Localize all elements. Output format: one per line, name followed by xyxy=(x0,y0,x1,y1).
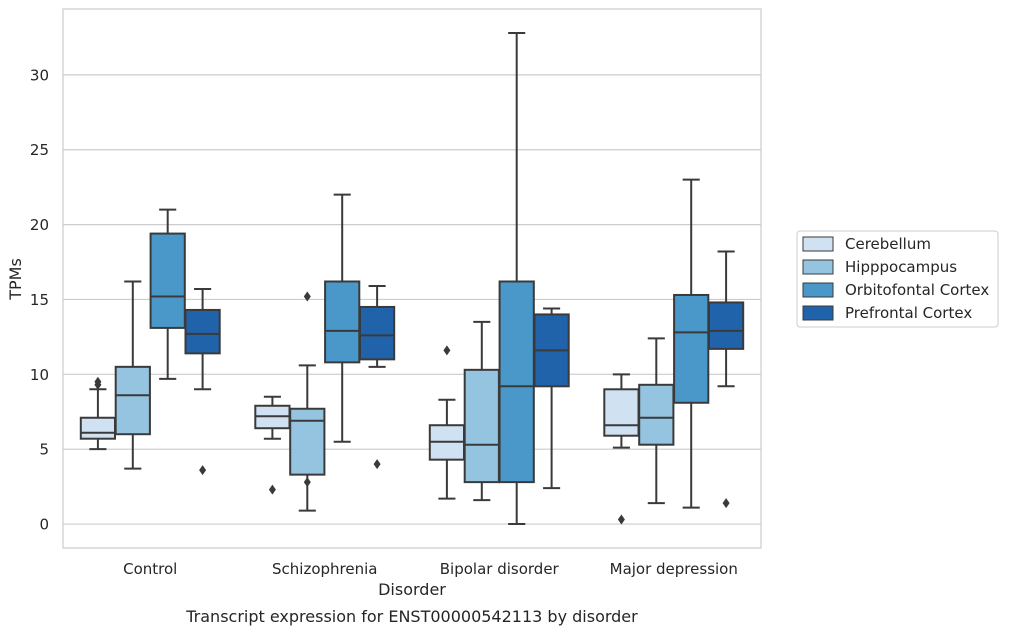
box-prefrontal-cortex xyxy=(358,284,396,470)
legend-swatch xyxy=(802,305,834,321)
y-tick-label: 30 xyxy=(30,66,49,84)
legend-swatch xyxy=(802,259,834,275)
box-body xyxy=(289,407,326,476)
x-axis-label: Disorder xyxy=(378,580,446,599)
box-body xyxy=(498,280,535,484)
box-body xyxy=(358,305,396,361)
box-orbitofontal-cortex xyxy=(673,178,710,509)
box-body xyxy=(603,388,640,437)
y-tick-label: 0 xyxy=(39,516,49,534)
legend-label: Orbitofontal Cortex xyxy=(845,281,989,299)
outlier-point xyxy=(373,459,381,470)
legend-label: Hipppocampus xyxy=(845,258,957,276)
y-tick-label: 5 xyxy=(39,441,49,459)
outlier-point xyxy=(94,376,102,387)
box-body xyxy=(114,365,151,436)
outlier-point xyxy=(303,291,311,302)
box-hipppocampus xyxy=(638,337,675,505)
x-tick-label: Control xyxy=(123,560,177,578)
box-body xyxy=(673,293,710,404)
outlier-point xyxy=(199,465,207,476)
box-body xyxy=(638,383,675,446)
legend-swatch xyxy=(802,236,834,252)
legend: Cerebellum Hipppocampus Orbitofontal Corte… xyxy=(796,230,999,328)
outlier-point xyxy=(268,484,276,495)
y-tick-label: 20 xyxy=(30,216,49,234)
box-body xyxy=(324,280,361,364)
outlier-point xyxy=(617,514,625,525)
y-axis-label: TPMs xyxy=(6,258,25,301)
box-cerebellum xyxy=(603,373,640,525)
box-prefrontal-cortex xyxy=(184,287,221,476)
y-tick-label: 10 xyxy=(30,366,49,384)
y-tick-label: 25 xyxy=(30,141,49,159)
legend-swatch xyxy=(802,282,834,298)
outlier-point xyxy=(722,498,730,509)
box-cerebellum xyxy=(428,345,466,500)
box-body xyxy=(184,308,221,355)
box-body xyxy=(463,368,500,484)
x-tick-labels: Control Schizophrenia Bipolar disorder Majo… xyxy=(123,560,738,578)
x-tick-label: Schizophrenia xyxy=(272,560,377,578)
boxes xyxy=(79,31,745,526)
box-body xyxy=(149,232,186,329)
y-tick-label: 15 xyxy=(30,291,49,309)
box-orbitofontal-cortex xyxy=(149,208,186,380)
gridlines xyxy=(63,74,761,525)
box-prefrontal-cortex xyxy=(533,307,570,490)
legend-frame xyxy=(796,230,999,328)
box-body xyxy=(79,416,117,440)
box-prefrontal-cortex xyxy=(707,250,745,509)
outlier-point xyxy=(443,345,451,356)
box-hipppocampus xyxy=(463,320,500,502)
y-tick-labels: 0 5 10 15 20 25 30 xyxy=(30,66,49,533)
legend-label: Cerebellum xyxy=(845,235,931,253)
x-tick-label: Bipolar disorder xyxy=(440,560,560,578)
outlier-point xyxy=(303,477,311,488)
x-tick-label: Major depression xyxy=(610,560,738,578)
chart-caption: Transcript expression for ENST0000054211… xyxy=(185,607,638,626)
legend-label: Prefrontal Cortex xyxy=(845,304,972,322)
box-hipppocampus xyxy=(289,291,326,512)
box-body xyxy=(707,301,745,350)
box-hipppocampus xyxy=(114,280,151,470)
